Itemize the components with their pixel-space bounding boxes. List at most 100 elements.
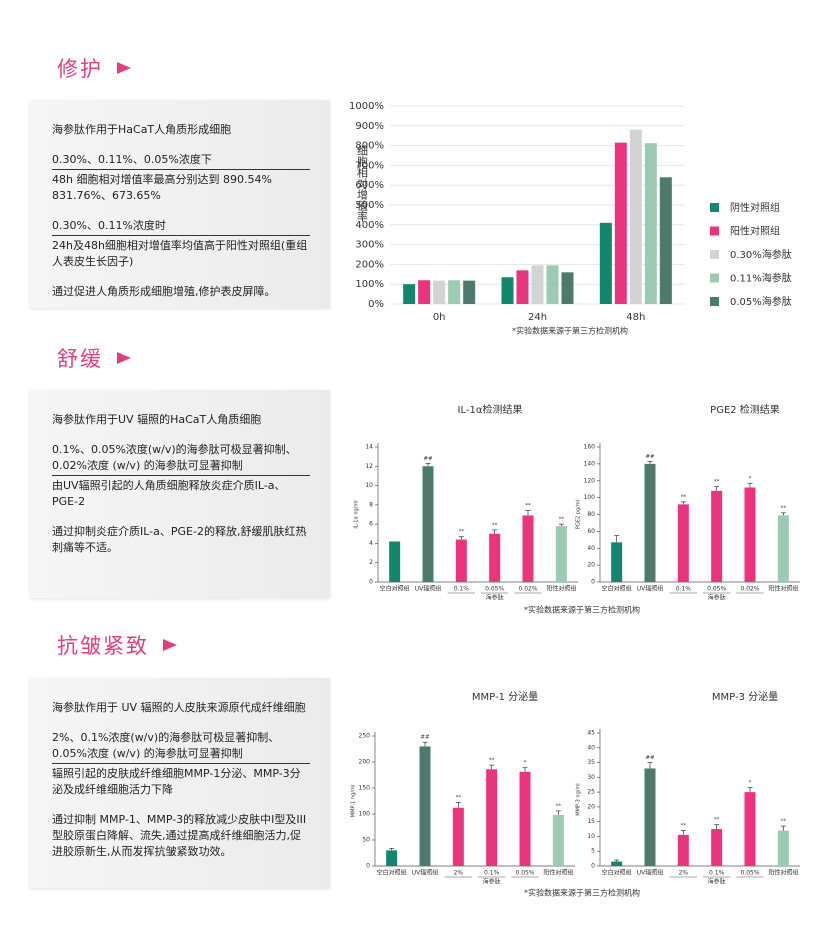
x-tick-label: 0.05% bbox=[707, 586, 726, 593]
y-tick-label: 200 bbox=[359, 759, 371, 766]
arrow bbox=[117, 62, 131, 74]
legend-swatch bbox=[710, 297, 719, 306]
y-tick-label: 200% bbox=[355, 259, 384, 270]
y-axis-label: IL-1α ng/ml bbox=[354, 500, 360, 528]
x-tick-label: UV辐照组 bbox=[637, 869, 664, 877]
y-tick-label: 300% bbox=[355, 240, 384, 251]
bar bbox=[611, 861, 623, 866]
group-label: 海参肽 bbox=[708, 594, 726, 602]
legend-label: 阴性对照组 bbox=[730, 201, 780, 214]
y-tick-label: 5 bbox=[591, 848, 595, 855]
paragraph: 2%、0.1%浓度(w/v)的海参肽可极显著抑制、0.05%浓度 (w/v) 的… bbox=[52, 730, 310, 764]
bar bbox=[501, 277, 514, 304]
y-tick-label: 100 bbox=[359, 811, 371, 818]
bar bbox=[561, 272, 574, 304]
y-tick-label: 60 bbox=[587, 528, 595, 535]
y-tick-label: 0 bbox=[366, 863, 370, 870]
y-tick-label: 140 bbox=[584, 460, 596, 467]
x-tick-label: 0.02% bbox=[740, 586, 759, 593]
x-tick-label: 阳性对照组 bbox=[543, 869, 573, 877]
bar bbox=[389, 541, 401, 582]
significance-marker: ## bbox=[423, 456, 433, 462]
bar bbox=[659, 177, 672, 304]
paragraph: 24h及48h细胞相对增值率均值高于阳性对照组(重组人表皮生长因子) bbox=[52, 239, 308, 268]
paragraph: 海参肽作用于 UV 辐照的人皮肤来源原代成纤维细胞 bbox=[52, 701, 306, 714]
y-tick-label: 700% bbox=[355, 160, 384, 171]
x-tick-label: 空白对照组 bbox=[380, 585, 410, 593]
y-axis-label: MMP-1 ng/ml bbox=[351, 785, 357, 817]
section-heading: 抗皱紧致 bbox=[57, 630, 177, 660]
legend-swatch bbox=[710, 226, 719, 236]
bar bbox=[422, 466, 434, 582]
paragraph: 48h 细胞相对增值率最高分别达到 890.54% 831.76%、673.65… bbox=[52, 173, 272, 202]
significance-marker: ** bbox=[781, 505, 787, 511]
y-tick-label: 20 bbox=[587, 803, 595, 810]
y-tick-label: 0 bbox=[369, 579, 373, 586]
bar bbox=[403, 284, 416, 304]
significance-marker: ** bbox=[459, 529, 465, 535]
significance-marker: ** bbox=[492, 522, 498, 528]
bar bbox=[555, 526, 567, 582]
x-tick-label: 0h bbox=[433, 312, 446, 323]
x-tick-label: 0.1% bbox=[676, 586, 692, 593]
legend-label: 0.11%海参肽 bbox=[730, 272, 792, 285]
source-note: *实验数据来源于第三方检测机构 bbox=[524, 605, 640, 615]
significance-marker: ** bbox=[681, 494, 687, 500]
paragraph: 辐照引起的皮肤成纤维细胞MMP-1分泌、MMP-3分泌及成纤维细胞活力下降 bbox=[52, 767, 301, 796]
bar bbox=[531, 265, 544, 304]
x-tick-label: 空白对照组 bbox=[602, 585, 632, 593]
x-tick-label: 空白对照组 bbox=[377, 869, 407, 877]
group-label: 海参肽 bbox=[708, 878, 726, 886]
y-tick-label: 500% bbox=[355, 200, 384, 211]
significance-marker: ** bbox=[714, 817, 720, 823]
y-tick-label: 25 bbox=[587, 789, 595, 796]
bar bbox=[744, 487, 756, 582]
legend-swatch bbox=[710, 203, 719, 212]
bar bbox=[552, 815, 564, 866]
x-tick-label: UV辐照组 bbox=[412, 869, 439, 877]
legend-label: 阳性对照组 bbox=[730, 225, 780, 238]
significance-marker: ## bbox=[645, 755, 655, 761]
bar bbox=[418, 280, 431, 304]
bar bbox=[777, 515, 789, 582]
y-tick-label: 50 bbox=[362, 837, 370, 844]
bar bbox=[522, 515, 534, 582]
paragraph: 通过抑制炎症介质IL-a、PGE-2的释放,舒缓肌肤红热刺痛等不适。 bbox=[52, 525, 307, 554]
bar bbox=[419, 746, 431, 866]
significance-marker: ** bbox=[714, 479, 720, 485]
x-tick-label: 0.05% bbox=[740, 870, 759, 877]
x-tick-label: 2% bbox=[454, 870, 464, 877]
significance-marker: ** bbox=[559, 517, 565, 523]
y-tick-label: 2 bbox=[369, 559, 373, 566]
x-tick-label: 空白对照组 bbox=[602, 869, 632, 877]
paragraph: 由UV辐照引起的人角质细胞释放炎症介质IL-a、PGE-2 bbox=[52, 479, 286, 508]
paragraph: 0.1%、0.05%浓度(w/v)的海参肽可极显著抑制、0.02%浓度 (w/v… bbox=[52, 442, 310, 476]
y-tick-label: 0% bbox=[368, 299, 384, 310]
y-tick-label: 12 bbox=[365, 463, 373, 470]
significance-marker: ** bbox=[525, 503, 531, 509]
x-tick-label: 0.1% bbox=[454, 586, 470, 593]
y-tick-label: 14 bbox=[365, 444, 373, 451]
y-tick-label: 600% bbox=[355, 180, 384, 191]
heading-text: 修护 bbox=[57, 57, 103, 81]
x-tick-label: UV辐照组 bbox=[415, 585, 442, 593]
bar bbox=[644, 463, 656, 582]
x-tick-label: 0.02% bbox=[518, 586, 537, 593]
legend-swatch bbox=[710, 273, 719, 283]
text-panel: 海参肽作用于 UV 辐照的人皮肤来源原代成纤维细胞 2%、0.1%浓度(w/v)的… bbox=[30, 678, 330, 888]
text-panel: 海参肽作用于UV 辐照的HaCaT人角质细胞 0.1%、0.05%浓度(w/v)的… bbox=[30, 390, 330, 598]
x-tick-label: UV辐照组 bbox=[637, 585, 664, 593]
x-tick-label: 0.05% bbox=[515, 870, 534, 877]
heading-text: 抗皱紧致 bbox=[57, 634, 149, 658]
y-tick-label: 35 bbox=[587, 759, 595, 766]
arrow bbox=[163, 639, 177, 651]
y-tick-label: 100% bbox=[355, 279, 384, 290]
bar bbox=[455, 539, 467, 582]
heading-arrow bbox=[117, 352, 131, 364]
bar bbox=[744, 792, 756, 866]
source-note: *实验数据来源于第三方检测机构 bbox=[524, 888, 640, 898]
bar bbox=[644, 143, 657, 304]
bar bbox=[677, 504, 689, 582]
